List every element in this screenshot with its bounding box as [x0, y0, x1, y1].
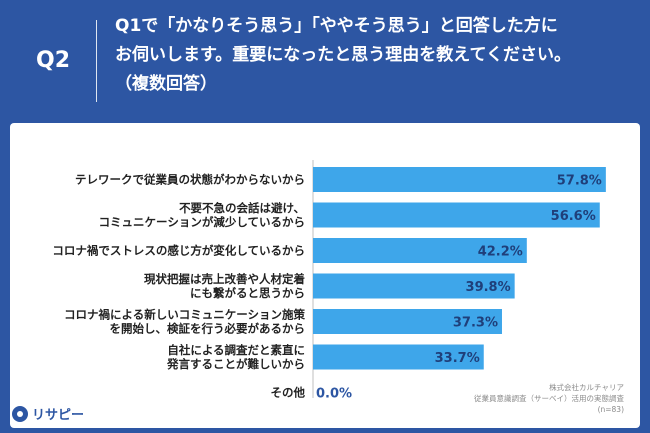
header-divider: [96, 20, 97, 102]
question-number: Q2: [36, 48, 71, 73]
header: Q2 Q1で「かなりそう思う」「ややそう思う」と回答した方に お伺いします。重要…: [0, 0, 650, 120]
question-line: お伺いします。重要になったと思う理由を教えてください。: [115, 45, 571, 65]
category-label: コミュニケーションが減少しているから: [99, 215, 305, 229]
data-label: 0.0%: [316, 387, 352, 402]
data-label: 39.8%: [466, 280, 511, 295]
bar: [313, 309, 502, 334]
source-line: 従業員意識調査（サーベイ）活用の実態調査: [474, 394, 624, 403]
category-label: 発言することが難しいから: [166, 357, 305, 371]
logo-text: リサピー: [32, 408, 85, 423]
category-label: を開始し、検証を行う必要があるから: [110, 322, 306, 336]
source-line: 株式会社カルチャリア: [549, 383, 624, 392]
bar: [313, 344, 484, 370]
brand-logo: リサピー: [12, 404, 84, 423]
bar: [313, 167, 606, 192]
bar: [313, 273, 515, 299]
question-text: Q1で「かなりそう思う」「ややそう思う」と回答した方に お伺いします。重要になっ…: [115, 12, 635, 99]
logo-mark-icon: [12, 405, 28, 422]
category-label: コロナ禍でストレスの感じ方が変化しているから: [52, 244, 305, 258]
data-label: 56.6%: [551, 209, 596, 224]
category-label: 現状把握は売上改善や人材定着: [144, 272, 305, 286]
source-line: (n=83): [597, 405, 624, 414]
category-label: にも繋がると思うから: [190, 286, 305, 300]
question-line: Q1で「かなりそう思う」「ややそう思う」と回答した方に: [115, 16, 558, 36]
bar: [313, 202, 600, 228]
question-line: （複数回答）: [115, 74, 217, 94]
source-note: 株式会社カルチャリア 従業員意識調査（サーベイ）活用の実態調査 (n=83): [474, 382, 624, 415]
category-label: テレワークで従業員の状態がわからないから: [75, 173, 305, 187]
category-label: 自社による調査だと素直に: [167, 343, 305, 357]
data-label: 42.2%: [478, 245, 523, 260]
data-label: 33.7%: [435, 351, 480, 366]
data-label: 37.3%: [453, 316, 498, 331]
category-label: その他: [271, 386, 306, 400]
bar: [313, 238, 527, 263]
category-label: コロナ禍による新しいコミュニケーション施策: [64, 308, 305, 322]
data-label: 57.8%: [557, 174, 602, 189]
category-label: 不要不急の会話は避け、: [179, 201, 305, 215]
